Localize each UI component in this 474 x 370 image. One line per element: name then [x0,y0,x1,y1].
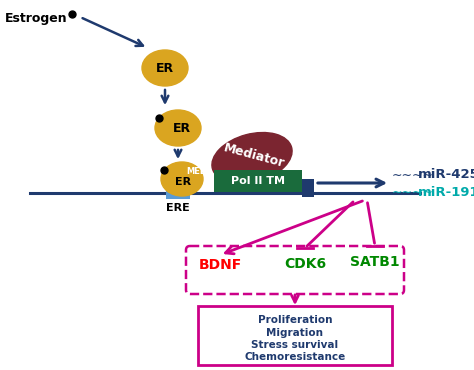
Text: ER: ER [175,177,191,187]
Text: ER: ER [173,121,191,135]
Text: CDK6: CDK6 [284,257,326,271]
Bar [214,170,302,192]
Text: miR-425: miR-425 [418,168,474,182]
Ellipse shape [142,50,188,86]
Text: Chemoresistance: Chemoresistance [245,353,346,363]
Text: ERE: ERE [166,203,190,213]
Text: ∼∼∼∼: ∼∼∼∼ [392,185,434,198]
Bar [166,189,190,198]
Ellipse shape [161,162,203,196]
Text: SATB1: SATB1 [350,255,400,269]
Text: Estrogen: Estrogen [5,12,68,25]
Text: ER: ER [156,61,174,74]
Text: ∼∼∼∼: ∼∼∼∼ [392,168,434,182]
Ellipse shape [212,132,292,184]
Ellipse shape [155,110,201,146]
Text: Mediator: Mediator [222,142,286,171]
Text: Proliferation: Proliferation [258,315,332,325]
Text: Migration: Migration [266,327,323,337]
Text: miR-191: miR-191 [418,185,474,198]
Text: BDNF: BDNF [199,258,242,272]
Bar [302,179,314,197]
Text: MED1: MED1 [187,168,213,176]
FancyBboxPatch shape [198,306,392,365]
Text: Pol II TM: Pol II TM [231,176,285,186]
Text: Stress survival: Stress survival [251,340,338,350]
